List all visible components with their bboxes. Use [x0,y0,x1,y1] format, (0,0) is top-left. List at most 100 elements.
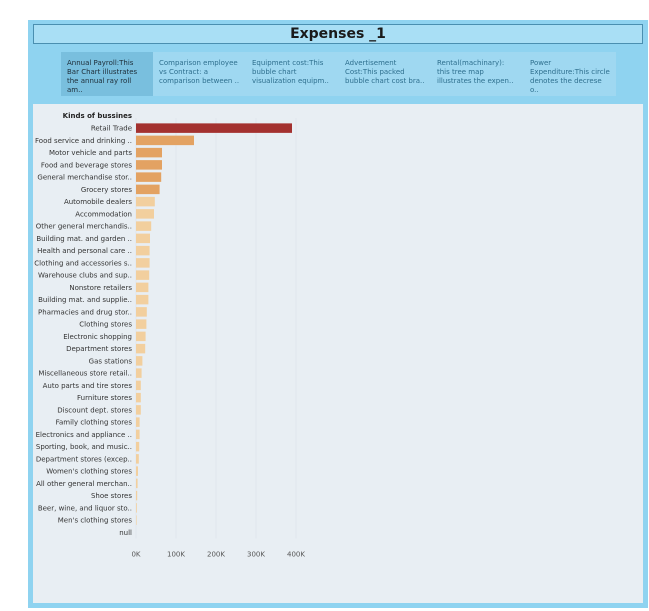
bar [136,172,162,182]
x-tick-label: 300K [247,551,265,559]
bar [136,307,147,317]
tab-caption-line: this tree map [437,68,484,76]
tab-caption-line: Power [530,59,552,67]
category-label: Beer, wine, and liquor sto.. [38,504,132,512]
bar [136,258,150,268]
category-label: Discount dept. stores [57,406,132,414]
tab-caption-line: bubble chart [252,68,297,76]
category-label: Department stores (excep.. [36,455,132,463]
category-label: Retail Trade [91,125,132,133]
bar [136,270,150,280]
category-label: Accommodation [75,210,132,218]
category-label: Family clothing stores [56,419,133,427]
bar [136,135,194,146]
bar-chart: Kinds of bussines Retail Trade Food servic… [34,112,305,559]
category-label: General merchandise stor.. [37,174,132,182]
x-tick-label: 200K [207,551,225,559]
category-label: Health and personal care .. [37,247,132,255]
tab-caption-line: visualization equipm.. [252,77,329,85]
bar [136,417,140,427]
bar [136,245,150,256]
category-label: Gas stations [89,357,133,365]
tab-annual-payroll[interactable]: Annual Payroll:This Bar Chart illustrate… [61,52,153,96]
bar [136,233,150,244]
category-label: Motor vehicle and parts [49,149,132,157]
category-label: Food and beverage stores [41,161,132,169]
tab-rental-machinary[interactable]: Rental(machinary): this tree map illustr… [431,52,524,96]
category-label: Nonstore retailers [69,284,132,292]
category-label: Grocery stores [81,186,133,194]
story-tabs: Annual Payroll:This Bar Chart illustrate… [61,52,616,96]
category-label: Women's clothing stores [46,468,132,476]
bar [136,184,160,195]
category-label: Department stores [66,345,132,353]
category-label: Electronic shopping [63,333,132,341]
tab-caption-line: Advertisement [345,59,397,67]
category-label: Other general merchandis.. [36,223,132,231]
category-label: Men's clothing stores [58,517,133,525]
category-label: All other general merchan.. [36,480,132,488]
bar [136,429,140,440]
bar [136,343,146,354]
chart-panel [33,104,643,603]
bar [136,319,147,329]
category-label: Miscellaneous store retail.. [38,370,132,378]
category-label: Electronics and appliance .. [36,431,132,439]
tab-power-expenditure[interactable]: Power Expenditure:This circle denotes th… [524,52,616,96]
bar [136,478,138,489]
tab-caption-line: bubble chart cost bra.. [345,77,425,85]
tab-caption-line: Comparison employee [159,59,238,67]
tab-caption-line: Annual Payroll:This [67,59,134,67]
tab-caption-line: denotes the decrese o.. [530,77,602,94]
bar [136,160,162,170]
bar [136,454,139,464]
category-label: Clothing stores [79,321,132,329]
bar [136,380,141,391]
bar [136,368,142,378]
category-label: Building mat. and supplie.. [38,296,132,304]
category-label: Warehouse clubs and sup.. [38,272,132,280]
bar [136,221,152,231]
bar [136,441,140,452]
tab-caption-line: Cost:This packed [345,68,405,76]
tab-caption-line: Bar Chart illustrates [67,68,138,76]
tab-caption-line: comparison between .. [159,77,240,85]
category-label: null [119,529,132,537]
dashboard-title: Expenses _1 [33,24,643,44]
bar [136,294,149,305]
bar [136,282,149,293]
bar [136,466,138,476]
tab-advertisement-cost[interactable]: Advertisement Cost:This packed bubble ch… [339,52,431,96]
tab-caption-line: Rental(machinary): [437,59,505,67]
tab-caption-line: the annual ray roll am.. [67,77,132,94]
category-label: Pharmacies and drug stor.. [38,308,132,316]
tab-caption-line: Equipment cost:This [252,59,324,67]
bar [136,405,141,415]
bar [136,503,137,513]
bar [136,147,162,158]
row-header-label: Kinds of bussines [63,112,132,120]
category-label: Auto parts and tire stores [43,382,133,390]
tab-comparison-employee[interactable]: Comparison employee vs Contract: a compa… [153,52,246,96]
bar [136,196,155,207]
category-label: Building mat. and garden .. [36,235,132,243]
category-label: Clothing and accessories s.. [34,259,132,267]
bar [136,209,154,219]
x-tick-label: 400K [287,551,305,559]
x-tick-label: 100K [167,551,185,559]
category-label: Automobile dealers [64,198,132,206]
category-label: Shoe stores [91,492,132,500]
category-label: Furniture stores [77,394,132,402]
tab-caption-line: vs Contract: a [159,68,208,76]
tab-caption-line: Expenditure:This circle [530,68,610,76]
bar [136,515,137,525]
tab-equipment-cost[interactable]: Equipment cost:This bubble chart visuali… [246,52,339,96]
category-label: Food service and drinking .. [35,137,132,145]
bar [136,356,143,366]
bar [136,123,292,133]
tab-caption-line: illustrates the expen.. [437,77,514,85]
bar [136,490,138,501]
bar [136,331,146,342]
x-tick-label: 0K [131,551,140,559]
category-label: Sporting, book, and music.. [36,443,132,451]
